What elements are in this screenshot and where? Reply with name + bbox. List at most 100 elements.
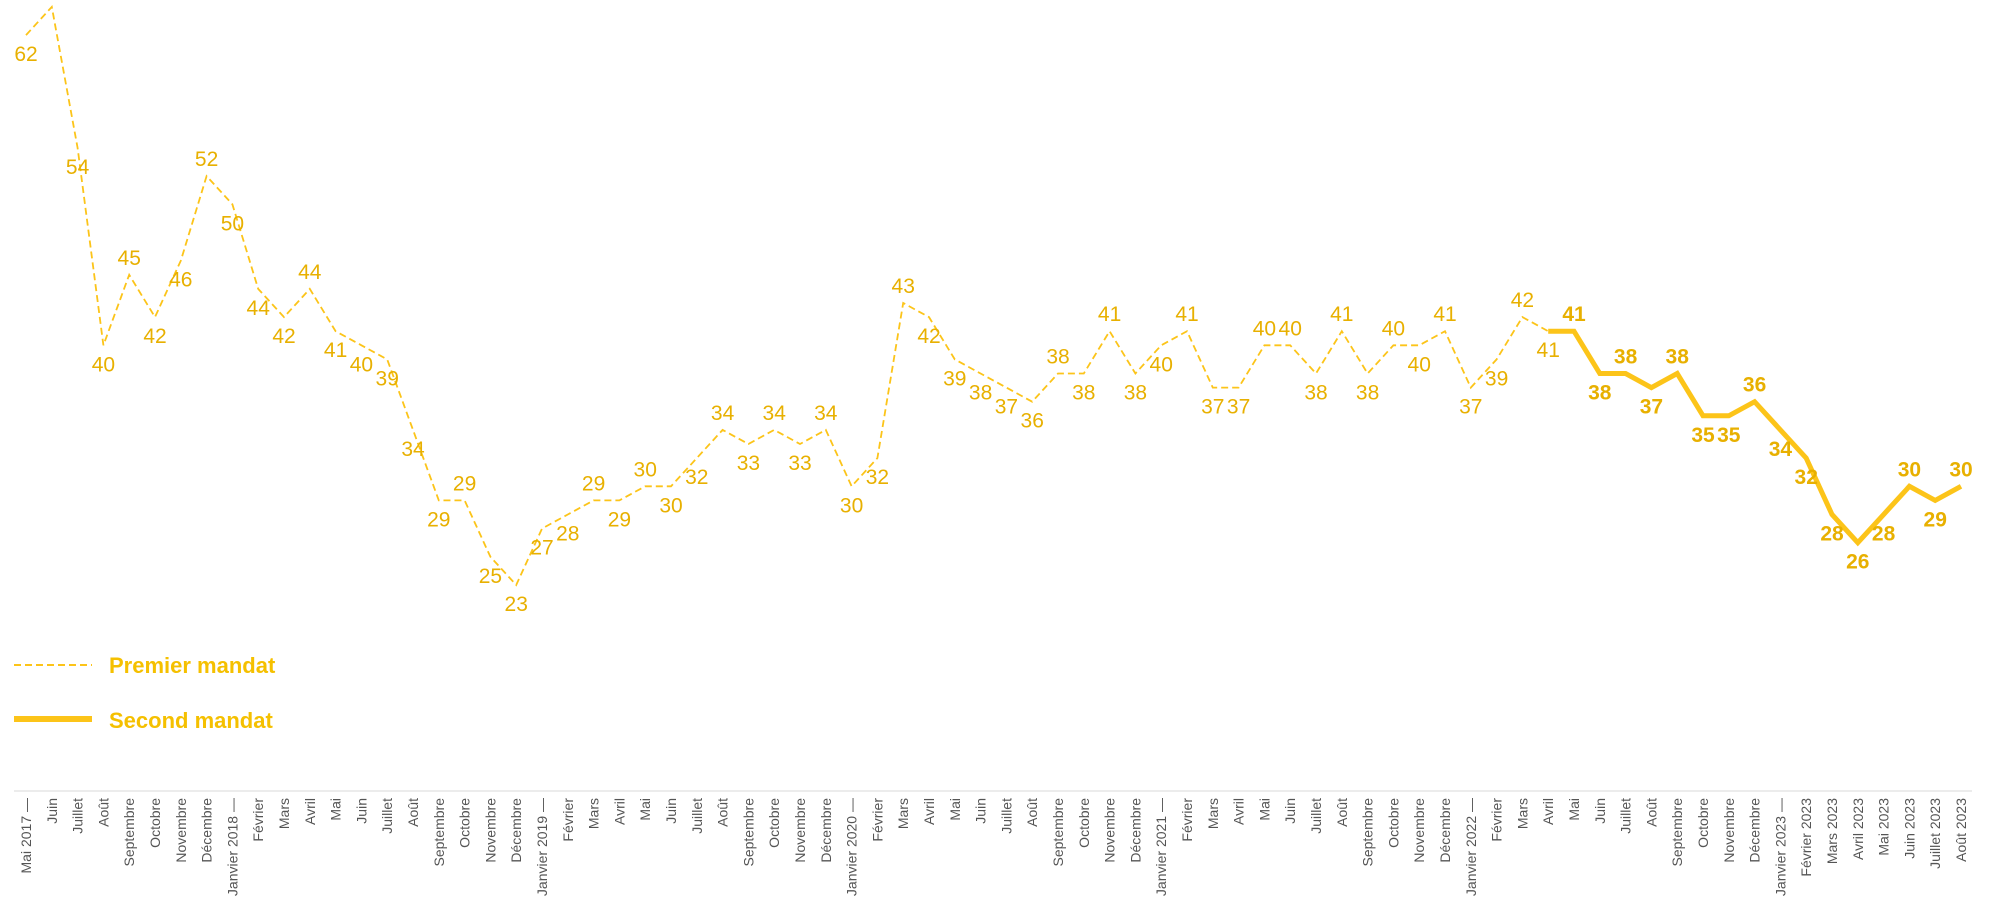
x-tick-label: Juillet [70, 798, 86, 834]
data-label: 42 [272, 325, 295, 348]
data-label: 40 [92, 353, 115, 376]
data-label: 30 [659, 494, 682, 517]
data-label: 50 [221, 212, 244, 235]
x-tick-label: Septembre [1360, 798, 1376, 867]
data-label: 30 [1949, 458, 1972, 481]
data-label: 38 [1046, 346, 1069, 369]
x-tick-label: Janvier 2023 — [1772, 798, 1788, 896]
x-tick-label: Mai 2017 — [18, 798, 34, 873]
x-tick-label: Octobre [1076, 798, 1092, 848]
x-tick-label: Juin [1592, 798, 1608, 824]
data-label: 42 [917, 325, 940, 348]
x-tick-label: Octobre [457, 798, 473, 848]
x-tick-label: Janvier 2018 — [224, 798, 240, 896]
data-label: 34 [401, 438, 425, 461]
data-label: 54 [66, 156, 90, 179]
data-label: 38 [1666, 346, 1690, 369]
data-label: 41 [1098, 303, 1121, 326]
x-tick-label: Mai 2023 [1876, 798, 1892, 856]
x-tick-label: Septembre [1050, 798, 1066, 867]
data-label: 43 [892, 275, 915, 298]
x-tick-label: Août [715, 798, 731, 827]
data-label: 30 [1898, 458, 1921, 481]
data-label: 34 [1769, 438, 1793, 461]
x-tick-label: Mai [1256, 798, 1272, 821]
data-label: 41 [324, 339, 347, 362]
x-tick-label: Juin [44, 798, 60, 824]
x-tick-label: Mars [1205, 798, 1221, 829]
data-label: 42 [143, 325, 166, 348]
x-tick-label: Juillet [1618, 798, 1634, 834]
x-tick-label: Novembre [1102, 798, 1118, 863]
x-tick-label: Septembre [431, 798, 447, 867]
x-tick-label: Avril [1231, 798, 1247, 825]
x-tick-label: Septembre [740, 798, 756, 867]
x-tick-label: Août [95, 798, 111, 827]
x-tick-label: Mai [637, 798, 653, 821]
data-label: 40 [1408, 353, 1431, 376]
x-tick-label: Juin [973, 798, 989, 824]
x-tick-label: Mai [947, 798, 963, 821]
data-label: 39 [376, 367, 399, 390]
x-tick-label: Novembre [1721, 798, 1737, 863]
x-tick-label: Février [250, 798, 266, 842]
x-tick-label: Août [405, 798, 421, 827]
x-tick-label: Mai [328, 798, 344, 821]
legend: Premier mandat Second mandat [14, 653, 276, 733]
data-label: 29 [1924, 508, 1947, 531]
data-label: 36 [1021, 410, 1044, 433]
data-label: 27 [530, 537, 553, 560]
x-tick-label: Décembre [1127, 798, 1143, 863]
data-label: 44 [298, 261, 322, 284]
data-label: 38 [1304, 382, 1327, 405]
data-label: 34 [763, 402, 787, 425]
x-tick-label: Octobre [766, 798, 782, 848]
data-label: 29 [608, 508, 631, 531]
data-label: 40 [1150, 353, 1173, 376]
data-label: 25 [479, 565, 502, 588]
x-tick-label: Janvier 2022 — [1463, 798, 1479, 896]
legend-label-premier-mandat: Premier mandat [109, 653, 276, 678]
data-label: 42 [1511, 289, 1534, 312]
data-label: 38 [969, 382, 992, 405]
x-tick-label: Juin [663, 798, 679, 824]
x-tick-label: Novembre [792, 798, 808, 863]
data-label: 38 [1588, 382, 1612, 405]
data-label: 38 [1356, 382, 1379, 405]
data-label: 29 [582, 472, 605, 495]
data-label: 33 [788, 452, 811, 475]
data-label: 41 [1433, 303, 1456, 326]
data-label: 36 [1743, 374, 1766, 397]
x-tick-label: Juillet [1308, 798, 1324, 834]
data-label: 28 [1872, 523, 1896, 546]
data-label: 37 [1640, 396, 1663, 419]
data-label: 29 [427, 508, 450, 531]
x-tick-label: Octobre [147, 798, 163, 848]
data-label: 34 [814, 402, 838, 425]
data-label: 30 [840, 494, 863, 517]
x-tick-label: Août [1024, 798, 1040, 827]
data-label: 41 [1175, 303, 1198, 326]
x-tick-label: Février [1179, 798, 1195, 842]
data-label: 38 [1124, 382, 1147, 405]
data-label: 29 [453, 472, 476, 495]
data-label: 26 [1846, 551, 1869, 574]
x-tick-label: Juillet [998, 798, 1014, 834]
legend-label-second-mandat: Second mandat [109, 708, 273, 733]
data-label: 37 [1227, 396, 1250, 419]
data-label: 44 [247, 297, 271, 320]
x-tick-label: Janvier 2019 — [534, 798, 550, 896]
x-tick-label: Avril 2023 [1850, 798, 1866, 860]
data-label: 46 [169, 269, 192, 292]
x-tick-label: Novembre [482, 798, 498, 863]
x-tick-label: Mai [1566, 798, 1582, 821]
data-label: 28 [1820, 523, 1844, 546]
x-tick-label: Décembre [1747, 798, 1763, 863]
x-tick-label: Mars 2023 [1824, 798, 1840, 864]
data-label: 39 [943, 367, 966, 390]
x-tick-label: Décembre [199, 798, 215, 863]
data-label: 41 [1537, 339, 1560, 362]
x-tick-label: Janvier 2021 — [1153, 798, 1169, 896]
data-label: 35 [1691, 424, 1715, 447]
series-line-second-mandat [1548, 328, 1963, 547]
